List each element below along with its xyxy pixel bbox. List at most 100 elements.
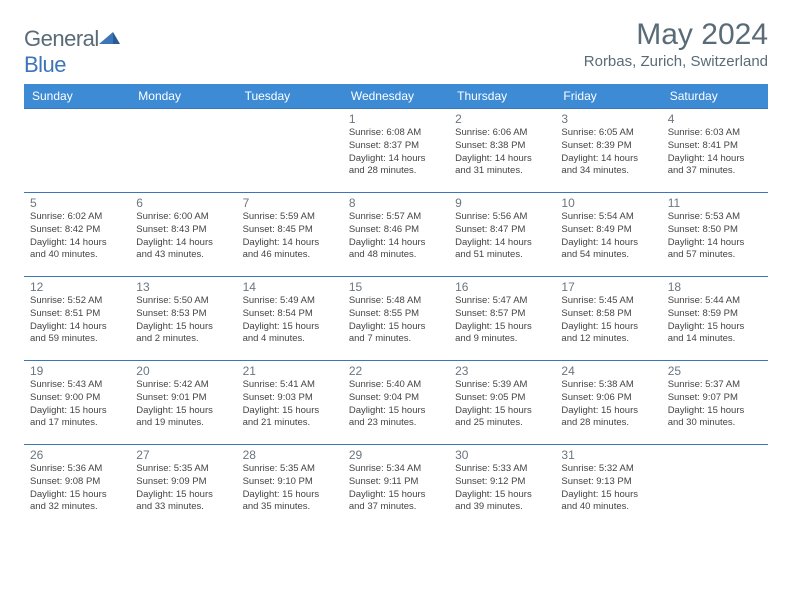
calendar-day-cell: 8Sunrise: 5:57 AMSunset: 8:46 PMDaylight… [343,193,449,277]
logo-word-1: General [24,26,99,51]
day-details: Sunrise: 5:48 AMSunset: 8:55 PMDaylight:… [349,295,443,346]
calendar-week-row: 5Sunrise: 6:02 AMSunset: 8:42 PMDaylight… [24,193,768,277]
calendar-empty-cell [662,445,768,529]
day-number: 8 [349,196,443,210]
day-details: Sunrise: 5:43 AMSunset: 9:00 PMDaylight:… [30,379,124,430]
calendar-page: GeneralBlue May 2024 Rorbas, Zurich, Swi… [0,0,792,546]
day-number: 26 [30,448,124,462]
calendar-empty-cell [130,109,236,193]
weekday-header: Sunday [24,84,130,109]
day-details: Sunrise: 5:52 AMSunset: 8:51 PMDaylight:… [30,295,124,346]
day-details: Sunrise: 5:59 AMSunset: 8:45 PMDaylight:… [243,211,337,262]
weekday-header: Wednesday [343,84,449,109]
logo-word-2: Blue [24,52,66,77]
month-title: May 2024 [584,18,768,51]
calendar-week-row: 19Sunrise: 5:43 AMSunset: 9:00 PMDayligh… [24,361,768,445]
day-details: Sunrise: 6:08 AMSunset: 8:37 PMDaylight:… [349,127,443,178]
day-number: 5 [30,196,124,210]
day-details: Sunrise: 5:37 AMSunset: 9:07 PMDaylight:… [668,379,762,430]
calendar-day-cell: 3Sunrise: 6:05 AMSunset: 8:39 PMDaylight… [555,109,661,193]
day-number: 12 [30,280,124,294]
day-details: Sunrise: 5:53 AMSunset: 8:50 PMDaylight:… [668,211,762,262]
calendar-day-cell: 30Sunrise: 5:33 AMSunset: 9:12 PMDayligh… [449,445,555,529]
day-details: Sunrise: 6:02 AMSunset: 8:42 PMDaylight:… [30,211,124,262]
day-details: Sunrise: 5:50 AMSunset: 8:53 PMDaylight:… [136,295,230,346]
calendar-day-cell: 13Sunrise: 5:50 AMSunset: 8:53 PMDayligh… [130,277,236,361]
calendar-day-cell: 10Sunrise: 5:54 AMSunset: 8:49 PMDayligh… [555,193,661,277]
day-details: Sunrise: 5:34 AMSunset: 9:11 PMDaylight:… [349,463,443,514]
day-number: 25 [668,364,762,378]
day-details: Sunrise: 5:40 AMSunset: 9:04 PMDaylight:… [349,379,443,430]
calendar-day-cell: 23Sunrise: 5:39 AMSunset: 9:05 PMDayligh… [449,361,555,445]
day-number: 11 [668,196,762,210]
logo-mark-icon [99,26,121,52]
day-number: 17 [561,280,655,294]
calendar-day-cell: 16Sunrise: 5:47 AMSunset: 8:57 PMDayligh… [449,277,555,361]
day-number: 16 [455,280,549,294]
day-number: 18 [668,280,762,294]
day-details: Sunrise: 5:56 AMSunset: 8:47 PMDaylight:… [455,211,549,262]
calendar-day-cell: 7Sunrise: 5:59 AMSunset: 8:45 PMDaylight… [237,193,343,277]
weekday-header: Saturday [662,84,768,109]
calendar-day-cell: 20Sunrise: 5:42 AMSunset: 9:01 PMDayligh… [130,361,236,445]
calendar-head: SundayMondayTuesdayWednesdayThursdayFrid… [24,84,768,109]
day-details: Sunrise: 5:42 AMSunset: 9:01 PMDaylight:… [136,379,230,430]
calendar-day-cell: 4Sunrise: 6:03 AMSunset: 8:41 PMDaylight… [662,109,768,193]
calendar-day-cell: 31Sunrise: 5:32 AMSunset: 9:13 PMDayligh… [555,445,661,529]
calendar-day-cell: 18Sunrise: 5:44 AMSunset: 8:59 PMDayligh… [662,277,768,361]
calendar-day-cell: 22Sunrise: 5:40 AMSunset: 9:04 PMDayligh… [343,361,449,445]
day-number: 3 [561,112,655,126]
day-details: Sunrise: 5:35 AMSunset: 9:09 PMDaylight:… [136,463,230,514]
day-number: 24 [561,364,655,378]
weekday-header: Thursday [449,84,555,109]
calendar-day-cell: 1Sunrise: 6:08 AMSunset: 8:37 PMDaylight… [343,109,449,193]
day-details: Sunrise: 5:38 AMSunset: 9:06 PMDaylight:… [561,379,655,430]
day-details: Sunrise: 5:54 AMSunset: 8:49 PMDaylight:… [561,211,655,262]
weekday-header: Tuesday [237,84,343,109]
day-details: Sunrise: 5:39 AMSunset: 9:05 PMDaylight:… [455,379,549,430]
calendar-day-cell: 14Sunrise: 5:49 AMSunset: 8:54 PMDayligh… [237,277,343,361]
calendar-day-cell: 2Sunrise: 6:06 AMSunset: 8:38 PMDaylight… [449,109,555,193]
day-number: 15 [349,280,443,294]
day-number: 19 [30,364,124,378]
calendar-day-cell: 12Sunrise: 5:52 AMSunset: 8:51 PMDayligh… [24,277,130,361]
day-details: Sunrise: 6:06 AMSunset: 8:38 PMDaylight:… [455,127,549,178]
day-number: 30 [455,448,549,462]
header: GeneralBlue May 2024 Rorbas, Zurich, Swi… [24,18,768,78]
day-details: Sunrise: 5:57 AMSunset: 8:46 PMDaylight:… [349,211,443,262]
weekday-header: Monday [130,84,236,109]
calendar-day-cell: 24Sunrise: 5:38 AMSunset: 9:06 PMDayligh… [555,361,661,445]
day-details: Sunrise: 5:41 AMSunset: 9:03 PMDaylight:… [243,379,337,430]
calendar-day-cell: 25Sunrise: 5:37 AMSunset: 9:07 PMDayligh… [662,361,768,445]
day-number: 28 [243,448,337,462]
day-number: 31 [561,448,655,462]
day-details: Sunrise: 5:44 AMSunset: 8:59 PMDaylight:… [668,295,762,346]
day-details: Sunrise: 6:03 AMSunset: 8:41 PMDaylight:… [668,127,762,178]
day-details: Sunrise: 5:36 AMSunset: 9:08 PMDaylight:… [30,463,124,514]
calendar-day-cell: 26Sunrise: 5:36 AMSunset: 9:08 PMDayligh… [24,445,130,529]
calendar-day-cell: 5Sunrise: 6:02 AMSunset: 8:42 PMDaylight… [24,193,130,277]
weekday-row: SundayMondayTuesdayWednesdayThursdayFrid… [24,84,768,109]
calendar-body: 1Sunrise: 6:08 AMSunset: 8:37 PMDaylight… [24,109,768,529]
day-number: 29 [349,448,443,462]
day-details: Sunrise: 5:32 AMSunset: 9:13 PMDaylight:… [561,463,655,514]
calendar-week-row: 26Sunrise: 5:36 AMSunset: 9:08 PMDayligh… [24,445,768,529]
day-number: 1 [349,112,443,126]
calendar-empty-cell [24,109,130,193]
day-details: Sunrise: 6:00 AMSunset: 8:43 PMDaylight:… [136,211,230,262]
logo-text: GeneralBlue [24,26,121,78]
day-number: 14 [243,280,337,294]
day-details: Sunrise: 5:49 AMSunset: 8:54 PMDaylight:… [243,295,337,346]
calendar-table: SundayMondayTuesdayWednesdayThursdayFrid… [24,84,768,528]
day-number: 13 [136,280,230,294]
calendar-day-cell: 28Sunrise: 5:35 AMSunset: 9:10 PMDayligh… [237,445,343,529]
day-number: 20 [136,364,230,378]
day-number: 7 [243,196,337,210]
day-number: 6 [136,196,230,210]
calendar-day-cell: 15Sunrise: 5:48 AMSunset: 8:55 PMDayligh… [343,277,449,361]
calendar-week-row: 12Sunrise: 5:52 AMSunset: 8:51 PMDayligh… [24,277,768,361]
weekday-header: Friday [555,84,661,109]
day-details: Sunrise: 5:35 AMSunset: 9:10 PMDaylight:… [243,463,337,514]
day-number: 22 [349,364,443,378]
day-number: 27 [136,448,230,462]
